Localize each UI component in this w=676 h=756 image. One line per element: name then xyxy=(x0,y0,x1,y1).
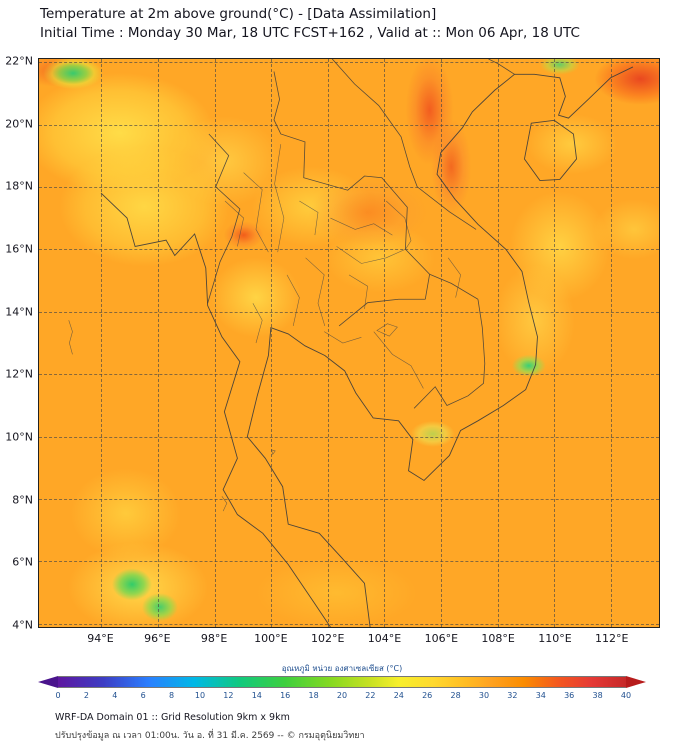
colorbar-tick-label: 0 xyxy=(55,691,61,700)
colorbar-tick-label: 38 xyxy=(592,691,603,700)
colorbar-tick-label: 34 xyxy=(535,691,546,700)
lon-tick-label: 100°E xyxy=(254,632,288,645)
lon-tick-label: 98°E xyxy=(200,632,228,645)
lon-tick-label: 110°E xyxy=(538,632,572,645)
lon-tick-label: 94°E xyxy=(87,632,114,645)
border-cambodia-vietnam xyxy=(414,299,485,408)
border-china-vietnam xyxy=(489,59,515,74)
colorbar-max-arrow xyxy=(626,676,646,688)
province-boundaries xyxy=(69,144,461,511)
lon-tick-label: 108°E xyxy=(481,632,515,645)
lon-tick-label: 102°E xyxy=(310,632,345,645)
temperature-field xyxy=(39,59,659,627)
phuket-island-outline xyxy=(222,496,227,511)
lat-tick-label: 20°N xyxy=(5,117,33,131)
colorbar-tick-label: 16 xyxy=(280,691,291,700)
colorbar-min-arrow xyxy=(38,676,58,688)
colorbar-tick-labels: 0 2 4 6 8 10 12 14 16 18 20 22 24 26 28 … xyxy=(38,691,646,701)
colorbar-tick-label: 2 xyxy=(83,691,89,700)
border-myanmar-thailand xyxy=(208,134,240,303)
colorbar-title: อุณหภูมิ หน่วย องศาเซลเซียส (°C) xyxy=(281,664,403,673)
colorbar-tick-label: 22 xyxy=(365,691,376,700)
political-boundaries-overlay xyxy=(39,59,659,627)
page-title: Temperature at 2m above ground(°C) - [Da… xyxy=(40,6,437,22)
map-canvas xyxy=(38,58,660,628)
longitude-axis: 94°E 96°E 98°E 100°E 102°E 104°E 106°E 1… xyxy=(38,632,660,646)
colorbar-tick-label: 24 xyxy=(393,691,404,700)
lat-tick-label: 16°N xyxy=(5,242,33,256)
footer-domain-info: WRF-DA Domain 01 :: Grid Resolution 9km … xyxy=(55,712,290,723)
latitude-axis: 22°N 20°N 18°N 16°N 14°N 12°N 10°N 8°N 6… xyxy=(2,54,35,632)
border-laos-cambodia xyxy=(430,274,478,299)
lat-tick-label: 12°N xyxy=(5,367,33,381)
lat-tick-label: 6°N xyxy=(12,555,33,569)
colorbar xyxy=(38,676,646,688)
border-laos-vietnam xyxy=(332,59,476,229)
colorbar-tick-label: 30 xyxy=(478,691,490,700)
lat-tick-label: 4°N xyxy=(12,618,33,632)
colorbar-tick-label: 18 xyxy=(308,691,319,700)
colorbar-tick-label: 8 xyxy=(169,691,175,700)
page-subtitle: Initial Time : Monday 30 Mar, 18 UTC FCS… xyxy=(40,25,580,41)
border-thailand-laos-mekong xyxy=(274,71,430,299)
lon-tick-label: 104°E xyxy=(367,632,402,645)
lon-tick-label: 96°E xyxy=(144,632,171,645)
colorbar-tick-label: 12 xyxy=(223,691,234,700)
lat-tick-label: 22°N xyxy=(5,54,33,68)
colorbar-tick-label: 20 xyxy=(336,691,348,700)
colorbar-tick-label: 28 xyxy=(450,691,461,700)
colorbar-tick-label: 26 xyxy=(422,691,433,700)
footer-update-info: ปรับปรุงข้อมูล ณ เวลา 01:00น. วัน อ. ที่… xyxy=(55,731,365,741)
colorbar-tick-label: 14 xyxy=(251,691,262,700)
lat-tick-label: 18°N xyxy=(5,179,33,193)
colorbar-gradient xyxy=(58,676,626,688)
tonle-sap-lake-outline xyxy=(377,324,397,336)
lat-tick-label: 10°N xyxy=(5,430,33,444)
colorbar-tick-label: 10 xyxy=(194,691,206,700)
andaman-islands-outline xyxy=(69,320,73,354)
lat-tick-label: 14°N xyxy=(5,305,33,319)
hainan-island-outline xyxy=(524,120,576,180)
colorbar-tick-label: 4 xyxy=(112,691,118,700)
colorbar-tick-label: 32 xyxy=(507,691,518,700)
lat-tick-label: 8°N xyxy=(12,493,33,507)
samui-island-outline xyxy=(272,450,276,455)
coastline-gulf-vietnam xyxy=(247,67,633,627)
colorbar-tick-label: 40 xyxy=(620,691,632,700)
coastline-andaman xyxy=(101,193,330,627)
lon-tick-label: 112°E xyxy=(594,632,629,645)
border-thailand-cambodia xyxy=(339,299,425,326)
colorbar-tick-label: 36 xyxy=(564,691,575,700)
lon-tick-label: 106°E xyxy=(424,632,459,645)
colorbar-tick-label: 6 xyxy=(140,691,146,700)
